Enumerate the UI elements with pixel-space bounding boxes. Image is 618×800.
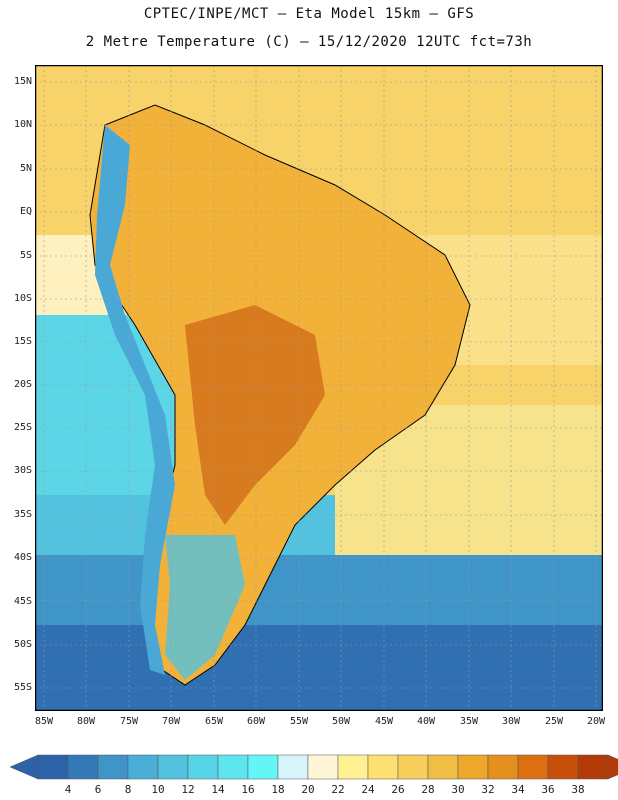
lat-tick: 50S [13, 639, 32, 650]
lon-tick: 85W [34, 716, 54, 727]
colorbar-swatch [547, 754, 579, 780]
colorbar-tick-label: 4 [64, 783, 72, 796]
colorbar-swatch [457, 754, 489, 780]
cold-ocean-band [35, 625, 603, 711]
colorbar-tick-label: 18 [271, 783, 285, 796]
lat-tick: 5S [19, 250, 32, 261]
lat-tick: 10N [13, 119, 32, 130]
lat-tick: 15S [13, 336, 32, 347]
colorbar-tick-label: 8 [124, 783, 132, 796]
hot-core-region [185, 305, 325, 525]
colorbar-tick-label: 26 [391, 783, 405, 796]
lat-tick: 25S [13, 422, 32, 433]
colorbar-tick-label: 6 [94, 783, 102, 796]
lon-tick: 60W [246, 716, 266, 727]
colorbar-tick-label: 14 [211, 783, 225, 796]
colorbar-tick-label: 38 [571, 783, 585, 796]
lon-tick: 40W [416, 716, 436, 727]
colorbar-tick-label: 12 [181, 783, 195, 796]
colorbar-swatch [277, 754, 309, 780]
colorbar-tick-label: 24 [361, 783, 375, 796]
colorbar-swatch [67, 754, 99, 780]
colorbar-swatch [187, 754, 219, 780]
lat-tick: 30S [13, 465, 32, 476]
colorbar-swatch [517, 754, 549, 780]
colorbar-tick-label: 30 [451, 783, 465, 796]
mid-ocean-band [35, 555, 603, 625]
lon-tick: 50W [331, 716, 351, 727]
colorbar-min-arrow [9, 754, 39, 780]
lon-tick: 80W [76, 716, 96, 727]
lon-tick: 75W [119, 716, 139, 727]
lon-tick: 20W [586, 716, 606, 727]
lat-tick: 10S [13, 293, 32, 304]
lon-tick: 25W [544, 716, 564, 727]
patagonia-region [165, 535, 245, 680]
temperature-map [35, 65, 603, 711]
lon-tick: 70W [161, 716, 181, 727]
title-line-1: CPTEC/INPE/MCT – Eta Model 15km – GFS [143, 6, 475, 22]
colorbar-swatch [97, 754, 129, 780]
lat-tick: 40S [13, 552, 32, 563]
lat-tick: 45S [13, 596, 32, 607]
lon-tick: 55W [289, 716, 309, 727]
colorbar-swatch [577, 754, 609, 780]
andes-cold-strip [95, 125, 175, 675]
colorbar-tick-label: 28 [421, 783, 435, 796]
lat-tick: EQ [19, 206, 32, 217]
colorbar-swatch [127, 754, 159, 780]
colorbar-tick-label: 10 [151, 783, 165, 796]
colorbar-swatch [427, 754, 459, 780]
colorbar-max-arrow [607, 754, 618, 780]
colorbar-swatch [307, 754, 339, 780]
lat-tick: 20S [13, 379, 32, 390]
lon-tick: 65W [204, 716, 224, 727]
colorbar-swatch [157, 754, 189, 780]
colorbar-swatch [37, 754, 69, 780]
lat-tick: 5N [19, 163, 32, 174]
colorbar-swatch [397, 754, 429, 780]
lon-tick: 35W [459, 716, 479, 727]
colorbar-swatch [217, 754, 249, 780]
colorbar-tick-label: 34 [511, 783, 525, 796]
colorbar [9, 754, 618, 780]
colorbar-swatch [337, 754, 369, 780]
lat-tick: 55S [13, 682, 32, 693]
map-border [35, 65, 603, 711]
lat-tick: 15N [13, 76, 32, 87]
colorbar-swatch [367, 754, 399, 780]
colorbar-swatch [247, 754, 279, 780]
title-line-2: 2 Metre Temperature (C) – 15/12/2020 12U… [85, 34, 533, 50]
colorbar-tick-label: 36 [541, 783, 555, 796]
lon-tick: 30W [501, 716, 521, 727]
lon-tick: 45W [374, 716, 394, 727]
colorbar-tick-label: 16 [241, 783, 255, 796]
colorbar-tick-label: 20 [301, 783, 315, 796]
colorbar-swatch [487, 754, 519, 780]
colorbar-tick-label: 22 [331, 783, 345, 796]
colorbar-tick-label: 32 [481, 783, 495, 796]
lat-tick: 35S [13, 509, 32, 520]
